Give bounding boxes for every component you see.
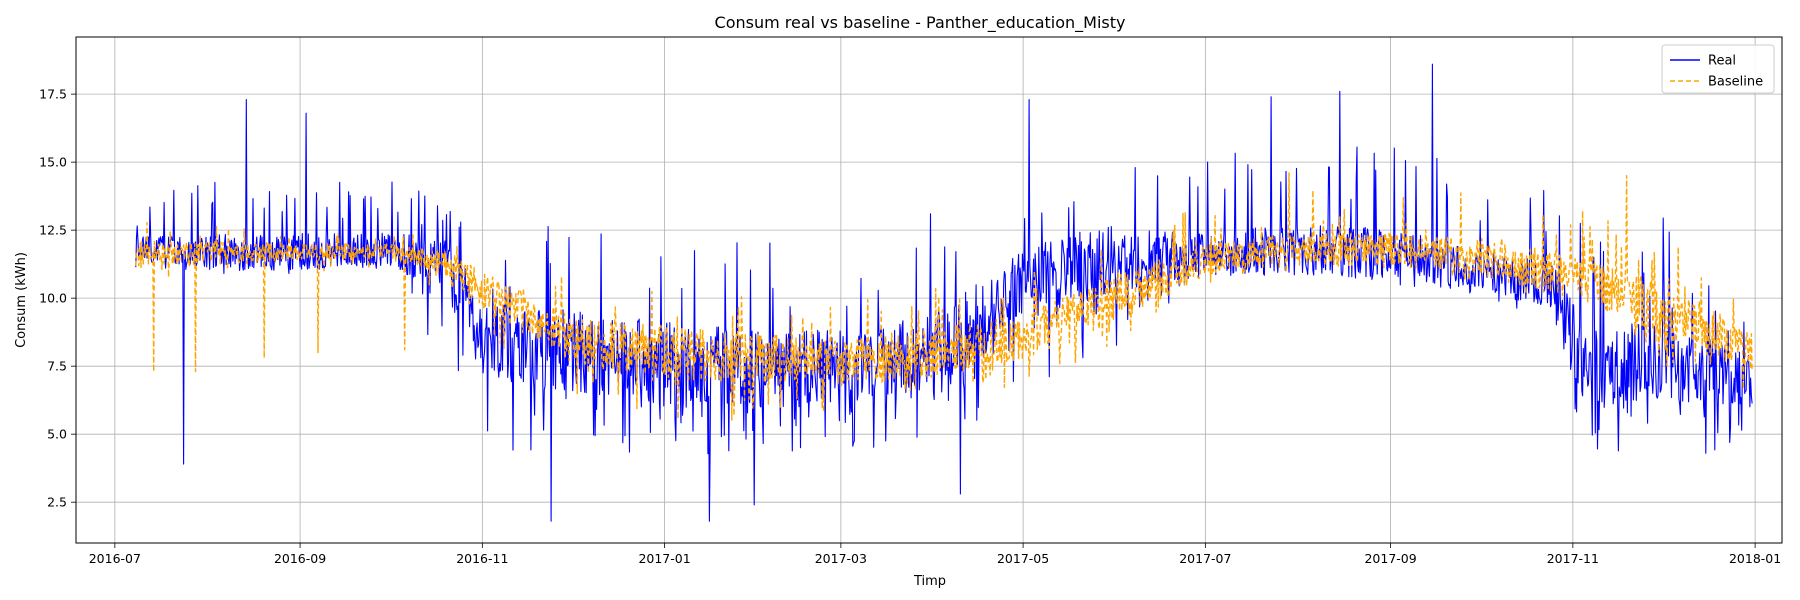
y-tick-label: 5.0 [47,427,67,442]
y-tick-label: 2.5 [47,495,67,510]
x-axis: 2016-07 2016-09 2016-11 2017-01 2017-03 2017-… [89,543,1781,566]
y-tick-label: 12.5 [39,223,67,238]
y-tick-label: 17.5 [39,87,67,102]
x-tick-label: 2016-07 [89,551,141,566]
legend: Real Baseline [1661,44,1775,94]
plot-frame [75,36,1783,544]
series-line-baseline [135,172,1753,421]
x-tick-label: 2016-09 [274,551,326,566]
x-tick-label: 2018-01 [1729,551,1781,566]
x-axis-label: Timp [913,574,946,589]
x-tick-label: 2017-01 [638,551,690,566]
x-tick-label: 2017-09 [1364,551,1416,566]
y-axis-label: Consum (kWh) [14,252,29,348]
legend-label-real: Real [1708,54,1736,69]
series-line-real [135,63,1753,522]
y-tick-label: 7.5 [47,359,67,374]
x-tick-label: 2017-05 [997,551,1049,566]
x-tick-label: 2016-11 [456,551,508,566]
y-tick-label: 10.0 [39,291,67,306]
x-tick-label: 2017-11 [1547,551,1599,566]
x-tick-label: 2017-07 [1179,551,1231,566]
legend-label-baseline: Baseline [1708,75,1763,90]
y-axis: 2.5 5.0 7.5 10.0 12.5 15.0 17.5 [39,87,76,510]
y-tick-label: 15.0 [39,155,67,170]
series-layer [135,63,1753,522]
x-tick-label: 2017-03 [815,551,867,566]
chart-title: Consum real vs baseline - Panther_educat… [715,13,1126,33]
